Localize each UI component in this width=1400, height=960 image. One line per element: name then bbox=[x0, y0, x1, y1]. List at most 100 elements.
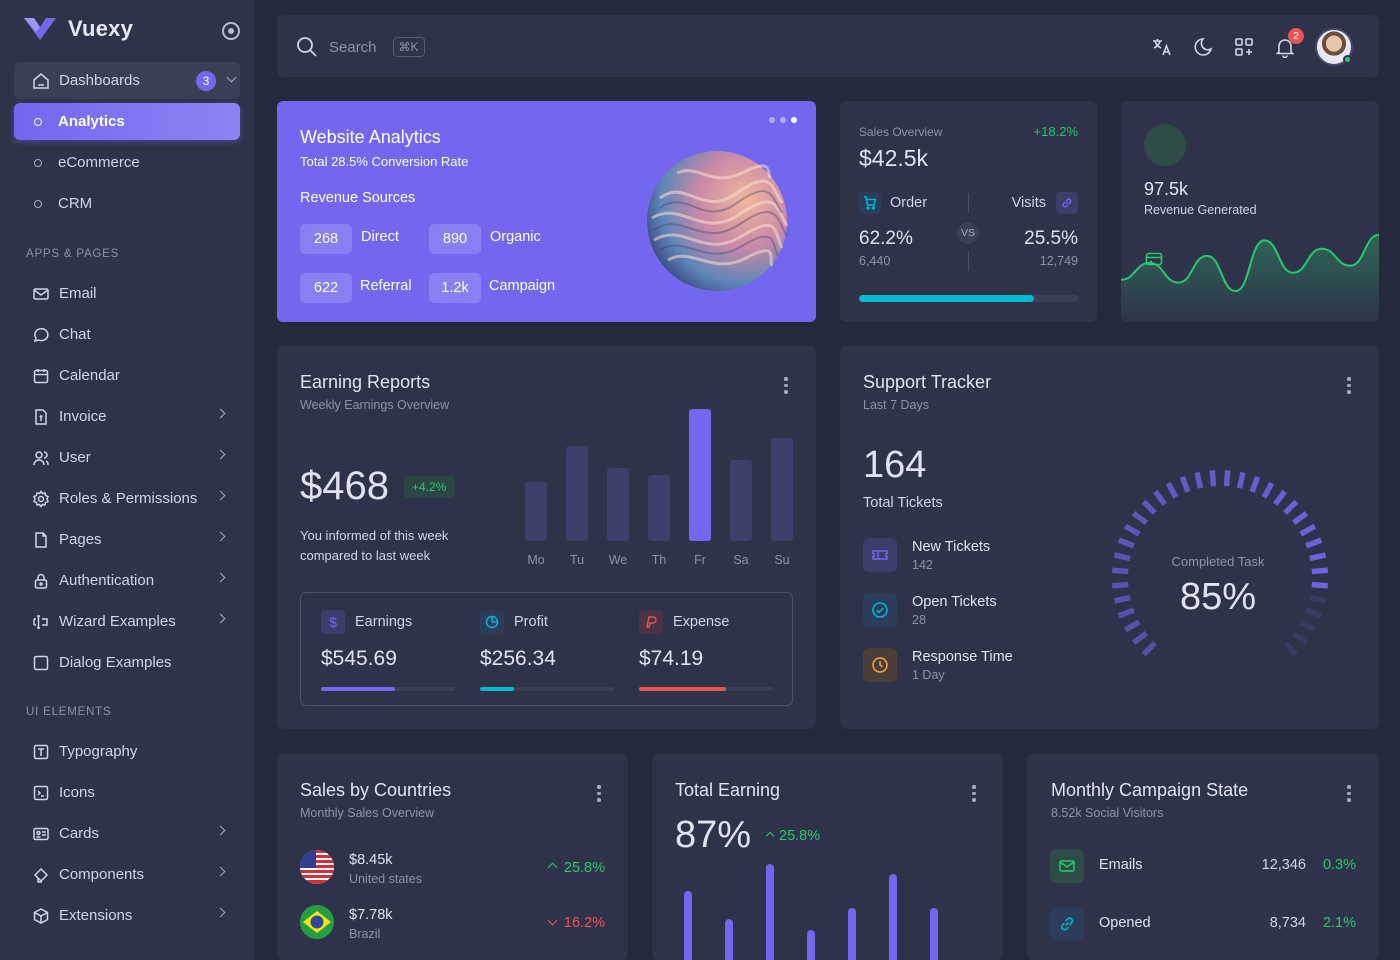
card-title: Support Tracker bbox=[863, 372, 992, 392]
sidebar-item-label: Cards bbox=[59, 825, 100, 842]
sidebar-pin-toggle-icon[interactable] bbox=[222, 22, 240, 40]
sidebar-item-cards[interactable]: Cards bbox=[14, 815, 240, 852]
gauge-segment bbox=[1112, 567, 1129, 575]
gauge-segment bbox=[1113, 594, 1131, 604]
mail-icon bbox=[32, 285, 50, 303]
search-box[interactable]: Search ⌘K bbox=[295, 35, 425, 59]
revenue-area-chart bbox=[1121, 233, 1379, 322]
bar-fr[interactable] bbox=[689, 409, 711, 541]
search-icon bbox=[297, 37, 317, 57]
source-value: 890 bbox=[429, 224, 481, 254]
sidebar-item-pages[interactable]: Pages bbox=[14, 521, 240, 558]
search-shortcut: ⌘K bbox=[392, 37, 425, 57]
circle-check-icon bbox=[863, 593, 897, 627]
brand[interactable]: Vuexy bbox=[24, 16, 133, 42]
user-icon bbox=[32, 449, 50, 467]
sidebar-item-roles-permissions[interactable]: Roles & Permissions bbox=[14, 480, 240, 517]
gauge-segment bbox=[1141, 499, 1157, 515]
sidebar-item-wizard-examples[interactable]: Wizard Examples bbox=[14, 603, 240, 640]
bar-th[interactable] bbox=[648, 475, 670, 541]
sidebar-item-typography[interactable]: Typography bbox=[14, 733, 240, 770]
country-change: 16.2% bbox=[547, 915, 605, 931]
earning-bar[interactable] bbox=[766, 864, 774, 960]
sidebar-item-dashboards[interactable]: Dashboards 3 bbox=[14, 62, 240, 99]
sidebar-item-label: Chat bbox=[59, 326, 91, 343]
bar-tu[interactable] bbox=[566, 445, 588, 541]
carousel-dot[interactable] bbox=[791, 117, 797, 123]
earnings-note: You informed of this week compared to la… bbox=[300, 528, 449, 563]
circle-icon bbox=[34, 117, 42, 126]
bar-su[interactable] bbox=[771, 438, 793, 541]
chevron-right-icon bbox=[215, 572, 226, 583]
sidebar-item-label: Dashboards bbox=[59, 72, 140, 89]
new-tickets-row: New Tickets 142 bbox=[863, 538, 990, 572]
sidebar-item-extensions[interactable]: Extensions bbox=[14, 897, 240, 934]
bar-label: Su bbox=[774, 553, 790, 567]
dashboards-count-badge: 3 bbox=[196, 71, 216, 91]
row-label: New Tickets bbox=[912, 539, 991, 555]
row-value: 28 bbox=[912, 613, 926, 627]
progress-fill bbox=[859, 295, 1035, 302]
earning-bar[interactable] bbox=[848, 908, 856, 960]
earning-bar[interactable] bbox=[889, 874, 897, 960]
source-value: 1.2k bbox=[429, 273, 481, 303]
gauge-segment bbox=[1117, 607, 1135, 619]
source-label: Referral bbox=[360, 278, 412, 294]
sidebar-item-crm[interactable]: CRM bbox=[14, 185, 240, 222]
carousel-dot[interactable] bbox=[769, 117, 775, 123]
earning-bar[interactable] bbox=[684, 890, 692, 960]
chevron-right-icon bbox=[215, 449, 226, 460]
source-label: Organic bbox=[490, 229, 541, 245]
bar-mo[interactable] bbox=[525, 482, 547, 541]
carousel-dot[interactable] bbox=[780, 117, 786, 123]
sidebar-item-invoice[interactable]: Invoice bbox=[14, 398, 240, 435]
sidebar-item-analytics[interactable]: Analytics bbox=[14, 103, 240, 140]
sidebar-item-calendar[interactable]: Calendar bbox=[14, 357, 240, 394]
sidebar-item-label: Analytics bbox=[58, 113, 125, 130]
cart-icon bbox=[859, 192, 881, 214]
app-name: Vuexy bbox=[68, 16, 134, 41]
more-vertical-icon[interactable] bbox=[597, 785, 601, 802]
bar-sa[interactable] bbox=[730, 460, 752, 541]
more-vertical-icon[interactable] bbox=[1347, 785, 1351, 802]
sales-overview-card: Sales Overview +18.2% $42.5k Order Visit… bbox=[840, 101, 1097, 322]
earning-bar[interactable] bbox=[807, 929, 815, 960]
moon-icon[interactable] bbox=[1192, 36, 1214, 58]
sidebar-item-user[interactable]: User bbox=[14, 439, 240, 476]
more-vertical-icon[interactable] bbox=[1347, 377, 1351, 394]
user-avatar[interactable] bbox=[1315, 28, 1353, 66]
expense-stat-header: Expense bbox=[639, 610, 729, 634]
sidebar-item-authentication[interactable]: Authentication bbox=[14, 562, 240, 599]
bell-icon[interactable]: 2 bbox=[1274, 28, 1304, 58]
lock-icon bbox=[32, 572, 50, 590]
more-vertical-icon[interactable] bbox=[784, 377, 788, 394]
campaign-row-opened: Opened 8,734 2.1% bbox=[1050, 907, 1356, 941]
sidebar-item-ecommerce[interactable]: eCommerce bbox=[14, 144, 240, 181]
sidebar-item-dialog-examples[interactable]: Dialog Examples bbox=[14, 644, 240, 681]
sidebar-item-chat[interactable]: Chat bbox=[14, 316, 240, 353]
sidebar-item-email[interactable]: Email bbox=[14, 275, 240, 312]
gauge-segment bbox=[1292, 511, 1309, 526]
more-vertical-icon[interactable] bbox=[972, 785, 976, 802]
section-title-apps: APPS & PAGES bbox=[26, 248, 120, 260]
gauge-segment bbox=[1165, 481, 1179, 499]
card-title: Sales by Countries bbox=[300, 780, 452, 800]
forms-icon bbox=[32, 613, 50, 631]
sidebar-item-label: CRM bbox=[58, 195, 93, 212]
sidebar-item-icons[interactable]: Icons bbox=[14, 774, 240, 811]
translate-icon[interactable] bbox=[1151, 36, 1173, 58]
bar-we[interactable] bbox=[607, 467, 629, 541]
shortcuts-grid-icon[interactable] bbox=[1233, 36, 1255, 58]
circle-icon bbox=[34, 158, 42, 167]
earning-bar[interactable] bbox=[725, 919, 733, 960]
country-change: 25.8% bbox=[547, 860, 605, 876]
card-title: Website Analytics bbox=[300, 127, 441, 147]
sidebar-item-components[interactable]: Components bbox=[14, 856, 240, 893]
gauge-segment bbox=[1209, 470, 1217, 487]
carousel-indicators[interactable] bbox=[769, 117, 797, 123]
earning-reports-card: Earning Reports Weekly Earnings Overview… bbox=[277, 346, 816, 729]
credit-card-icon bbox=[1144, 124, 1186, 266]
link-icon bbox=[1050, 907, 1084, 941]
earning-bar[interactable] bbox=[930, 908, 938, 960]
circle-icon bbox=[34, 199, 42, 208]
